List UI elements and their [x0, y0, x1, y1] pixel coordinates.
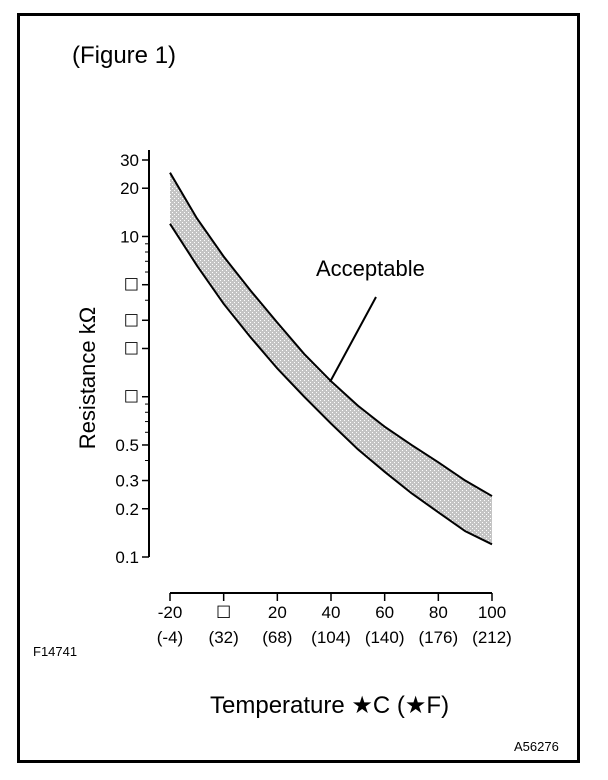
x-axis-label: Temperature ★C (★F): [210, 692, 450, 719]
x-tick-label-c: -20: [158, 603, 183, 622]
y-tick-label: 0.2: [115, 500, 139, 519]
x-tick-label-f: (-4): [157, 628, 183, 647]
y-tick-label: 0.5: [115, 436, 139, 455]
y-tick-label: ☐: [124, 388, 139, 407]
x-tick-label-f: (140): [365, 628, 405, 647]
figure-code-left: F14741: [33, 644, 78, 659]
x-tick-label-c: ☐: [216, 603, 231, 622]
x-tick-label-f: (68): [262, 628, 292, 647]
x-tick-label-c: 60: [375, 603, 394, 622]
y-tick-label: ☐: [124, 311, 139, 330]
figure-title: (Figure 1): [72, 42, 177, 69]
acceptable-band: [170, 172, 492, 545]
y-tick-label: 10: [120, 227, 139, 246]
x-tick-label-c: 20: [268, 603, 287, 622]
figure-frame: [17, 13, 580, 763]
y-tick-label: 20: [120, 179, 139, 198]
figure-code-right: A56276: [514, 739, 559, 754]
x-tick-label-f: (32): [209, 628, 239, 647]
y-tick-label: 0.3: [115, 472, 139, 491]
y-tick-label: ☐: [124, 339, 139, 358]
x-tick-label-c: 40: [322, 603, 341, 622]
acceptable-annotation: Acceptable: [316, 256, 425, 281]
y-tick-label: 30: [120, 151, 139, 170]
annotation-leader-line: [329, 296, 377, 383]
x-tick-label-c: 80: [429, 603, 448, 622]
upper-limit-curve: [169, 172, 493, 497]
lower-limit-curve: [169, 223, 493, 546]
x-tick-label-c: 100: [478, 603, 506, 622]
x-tick-label-f: (104): [311, 628, 351, 647]
y-tick-label: ☐: [124, 276, 139, 295]
x-tick-label-f: (176): [418, 628, 458, 647]
y-tick-label: 0.1: [115, 548, 139, 567]
x-tick-label-f: (212): [472, 628, 512, 647]
